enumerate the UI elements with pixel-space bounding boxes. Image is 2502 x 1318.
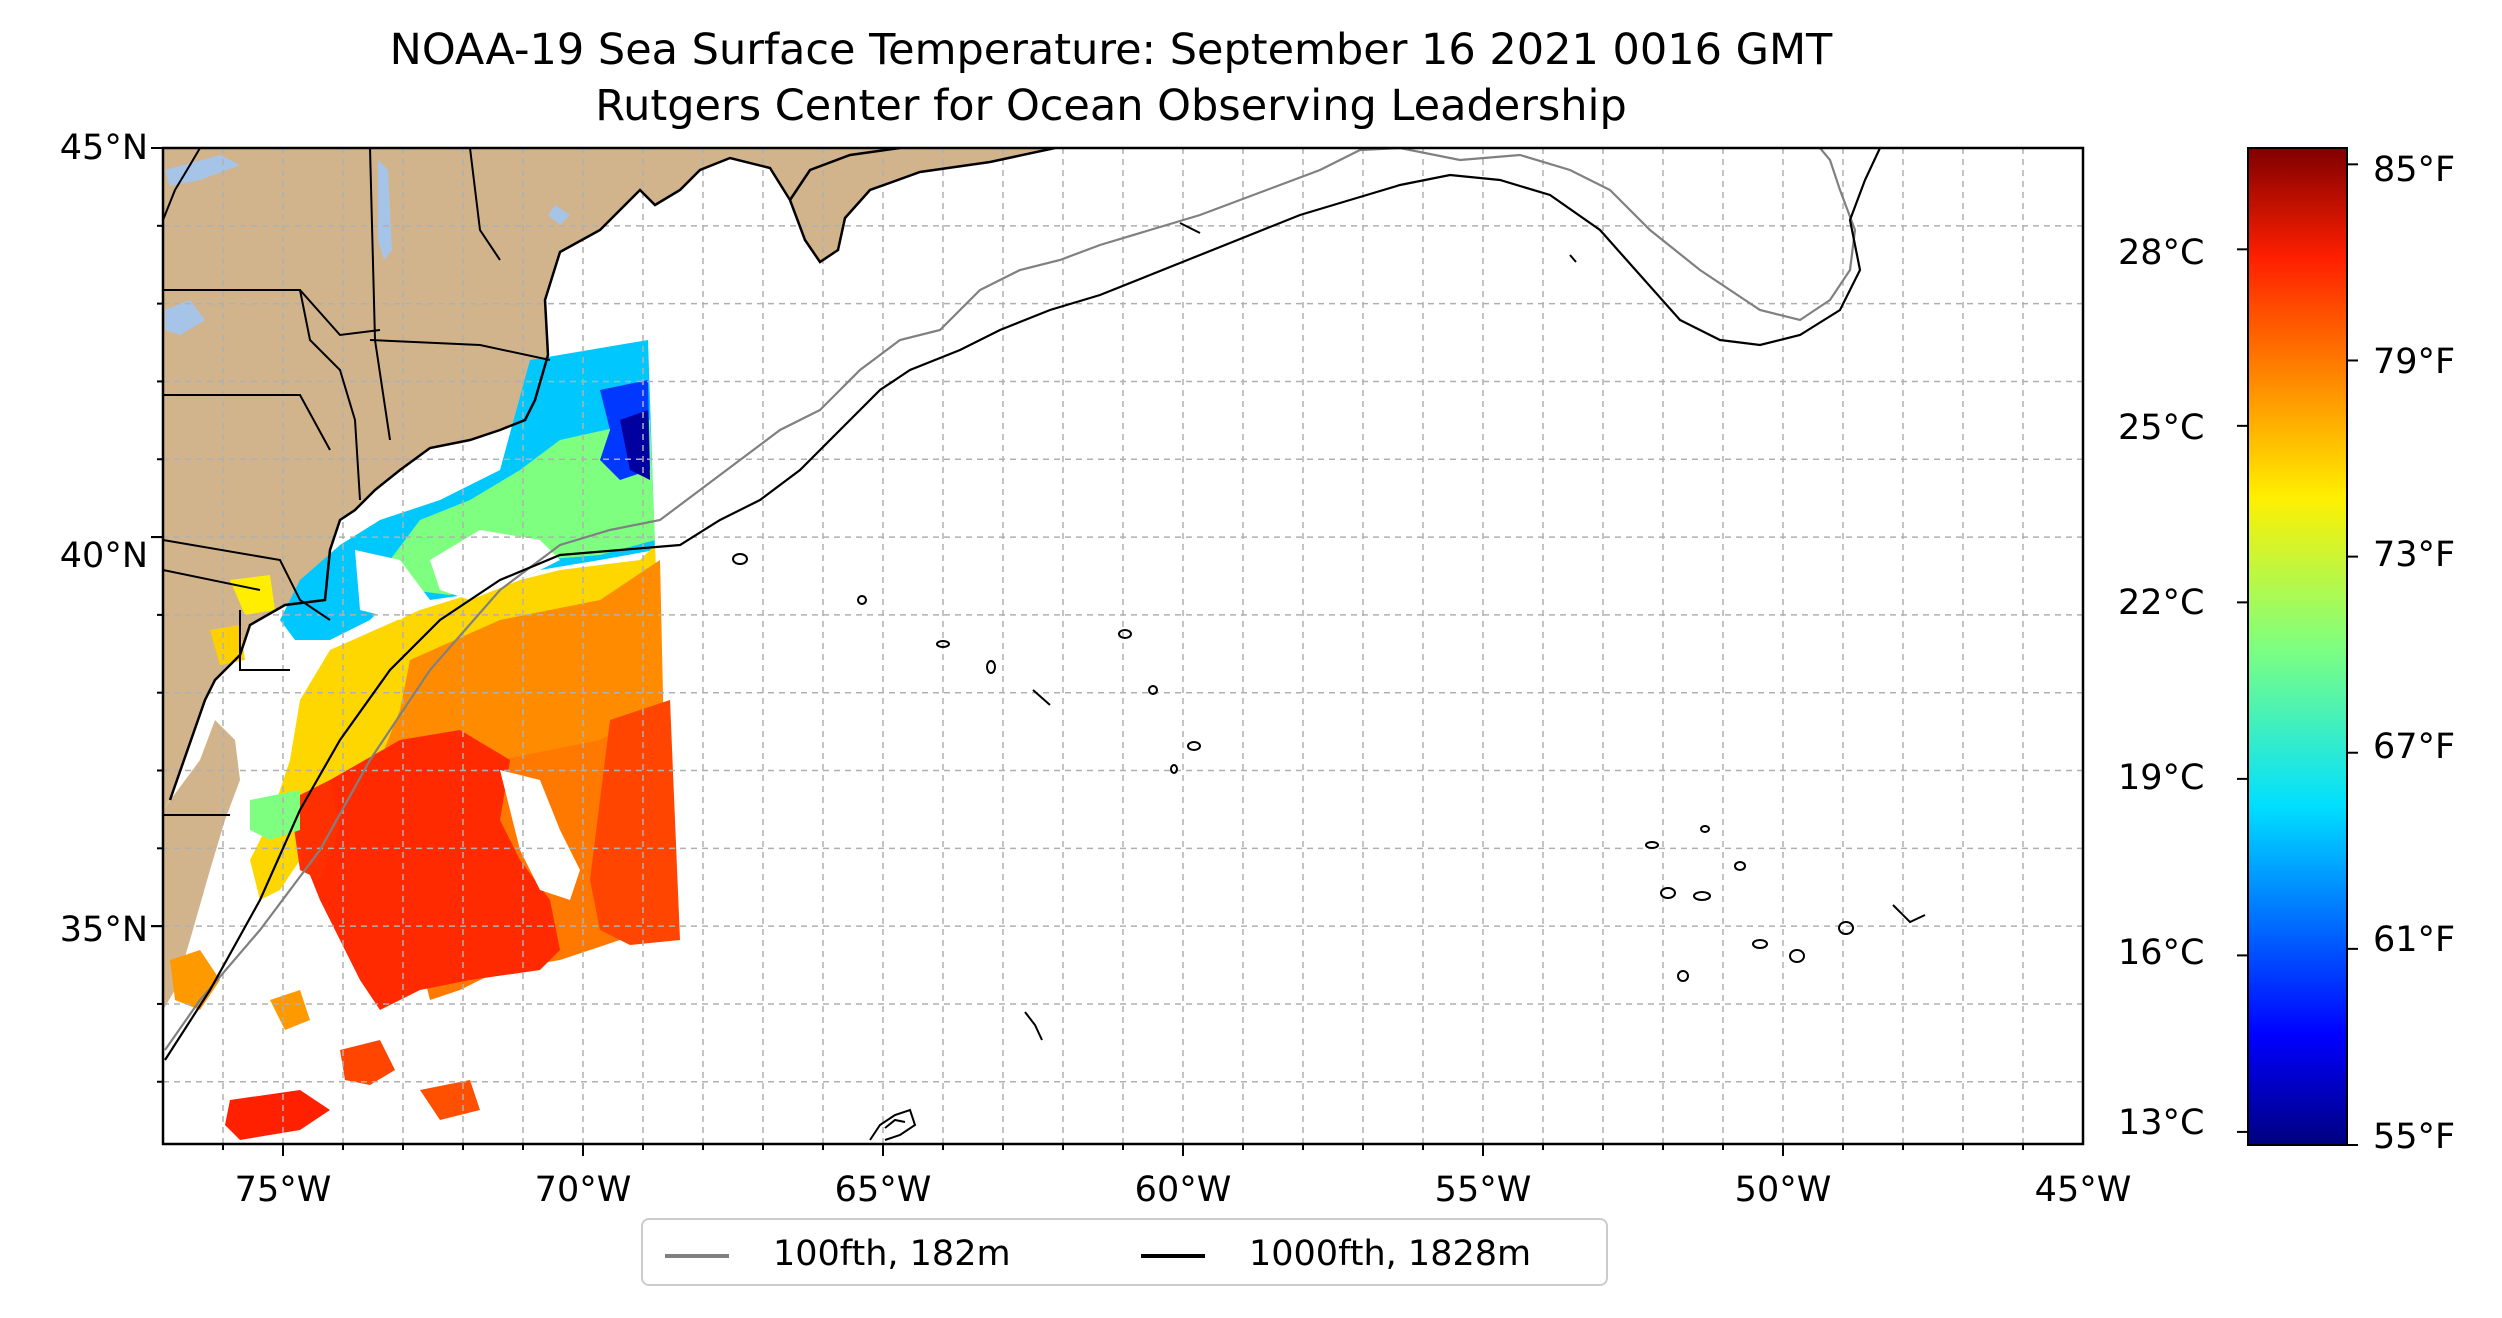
land-area [163, 720, 240, 1010]
map-title: NOAA-19 Sea Surface Temperature: Septemb… [389, 25, 1833, 75]
colorbar-celsius-label: 25°C [2118, 408, 2205, 448]
colorbar-fahrenheit-label: 55°F [2373, 1117, 2456, 1157]
colorbar-fahrenheit-label: 61°F [2373, 920, 2456, 960]
colorbar-celsius-label: 19°C [2118, 758, 2205, 798]
lat-label: 35°N [59, 910, 148, 950]
colorbar-celsius-label: 22°C [2118, 583, 2205, 623]
colorbar-celsius-label: 16°C [2118, 933, 2205, 973]
lon-label: 70°W [534, 1170, 632, 1210]
lon-label: 75°W [234, 1170, 332, 1210]
coastline [788, 148, 901, 201]
colorbar-fahrenheit-label: 79°F [2373, 342, 2456, 382]
map-subtitle: Rutgers Center for Ocean Observing Leade… [595, 81, 1627, 131]
colorbar [2247, 147, 2348, 1146]
colorbar-celsius-label: 28°C [2118, 233, 2205, 273]
lat-label: 45°N [59, 128, 148, 168]
colorbar-fahrenheit-label: 67°F [2373, 727, 2456, 767]
lake [165, 300, 205, 335]
axis-ticks [151, 147, 2024, 1156]
colorbar-ticks [2237, 163, 2358, 1146]
legend: 100fth, 182m 1000fth, 1828m [641, 1218, 1608, 1286]
legend-swatch-1000fth [1141, 1254, 1205, 1258]
seamounts [732, 222, 1926, 1141]
gridlines [163, 148, 2083, 1144]
state-borders [163, 148, 551, 816]
lake [378, 160, 392, 260]
colorbar-fahrenheit-label: 85°F [2373, 150, 2456, 190]
sst-swath [170, 340, 680, 1140]
legend-swatch-100fth [665, 1254, 729, 1258]
contour-1000fth [164, 148, 1881, 1061]
colorbar-fahrenheit-label: 73°F [2373, 535, 2456, 575]
lake [165, 155, 240, 186]
contour-100fth [164, 148, 1857, 1051]
land-area [163, 148, 1055, 810]
lon-label: 50°W [1734, 1170, 1832, 1210]
colorbar-celsius-label: 13°C [2118, 1103, 2205, 1143]
lat-label: 40°N [59, 536, 148, 576]
coastline [168, 148, 1056, 801]
legend-label-100fth: 100fth, 182m [773, 1234, 1011, 1274]
legend-label-1000fth: 1000fth, 1828m [1249, 1234, 1532, 1274]
lon-label: 65°W [834, 1170, 932, 1210]
lon-label: 60°W [1134, 1170, 1232, 1210]
lake [548, 205, 570, 225]
lon-label: 45°W [2034, 1170, 2132, 1210]
lon-label: 55°W [1434, 1170, 1532, 1210]
